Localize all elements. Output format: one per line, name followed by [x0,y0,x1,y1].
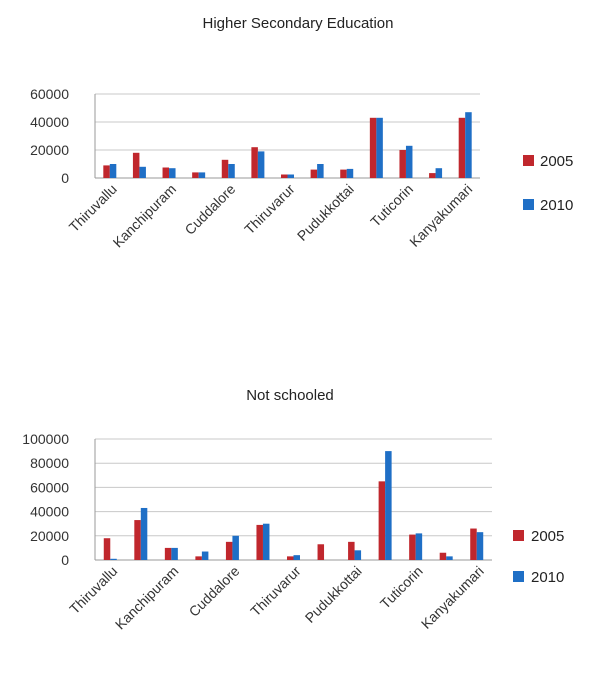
c2-bar-2010-2 [171,547,178,560]
c2-y-tick-label: 20000 [30,528,69,544]
c1-bar-2005-11 [429,173,436,178]
c1-bar-2010-1 [139,166,146,178]
c1-bar-2005-2 [162,167,170,178]
chart-not-schooled: Not schooled 0 20000 40000 60000 80000 100000… [22,387,564,632]
c1-category-label: Tuticorin [367,181,416,230]
c2-bar-2010-12 [476,532,484,560]
c2-bar-2005-5 [256,524,263,560]
c1-bar-2005-4 [221,159,229,178]
c2-bar-2010-0 [110,558,117,560]
c2-bar-2005-12 [470,528,477,560]
chart1-legend-label-2005: 2005 [540,153,573,170]
chart2-legend-label-2010: 2010 [531,569,564,586]
c1-bar-2005-5 [251,147,258,178]
c1-bar-2005-0 [103,165,110,178]
chart2-title: Not schooled [246,387,334,404]
c2-y-tick-label: 0 [61,552,69,568]
chart1-legend-label-2010: 2010 [540,197,573,214]
c1-bar-2010-5 [257,151,265,178]
c2-bar-2010-11 [446,556,453,560]
chart1-y-ticks: 0 20000 40000 60000 [30,86,69,186]
c1-bar-2005-6 [281,174,288,178]
c1-category-label: Kanchipuram [110,181,180,251]
c2-bar-2005-11 [439,552,447,560]
chart1-bars [103,112,472,178]
c2-bar-2005-2 [164,547,172,560]
c2-bar-2010-5 [262,523,270,560]
c2-category-label: Kanchipuram [112,563,182,633]
c2-bar-2010-9 [385,451,392,560]
c2-bar-2005-0 [103,538,111,560]
c2-bar-2010-4 [232,535,239,560]
c2-category-label: Pudukkottai [302,563,365,626]
c2-category-label: Thiruvallu [66,563,120,617]
c1-category-label: Thiruvallu [66,181,120,235]
c2-y-tick-label: 60000 [30,479,69,495]
c1-bar-2010-0 [109,164,117,178]
c1-category-label: Pudukkottai [294,181,357,244]
c2-bar-2005-8 [348,541,355,560]
c1-bar-2010-12 [465,112,472,178]
c2-bar-2010-8 [354,550,362,560]
chart1-title: Higher Secondary Education [203,15,394,32]
c2-bar-2005-6 [287,556,294,560]
c1-bar-2010-10 [405,145,413,178]
c1-bar-2005-10 [399,150,406,178]
c1-bar-2005-3 [192,172,199,178]
c2-y-tick-label: 40000 [30,504,69,520]
chart-higher-secondary: Higher Secondary Education 0 20000 40000 60… [30,15,573,250]
c2-category-label: Cuddalore [186,563,243,620]
c2-category-label: Thiruvarur [247,563,304,620]
chart1-legend-swatch-2005 [523,155,534,166]
c1-bar-2005-12 [458,117,466,178]
chart1-legend: 2005 2010 [523,153,573,214]
c1-y-tick-label: 40000 [30,114,69,130]
c1-bar-2010-3 [198,172,206,178]
c1-bar-2010-6 [287,174,294,178]
c1-bar-2010-8 [346,168,354,178]
chart2-legend: 2005 2010 [513,528,564,586]
c1-bar-2010-7 [317,164,324,178]
c1-category-label: Thiruvarur [241,181,298,238]
c1-bar-2010-2 [169,168,176,178]
c2-bar-2010-3 [201,551,209,560]
c2-bar-2005-7 [317,544,325,560]
c1-y-tick-label: 60000 [30,86,69,102]
c1-y-tick-label: 0 [61,170,69,186]
c2-category-label: Tuticorin [377,563,426,612]
c1-bar-2010-9 [376,117,383,178]
c2-category-label: Kanyakumari [418,563,487,632]
c2-bar-2005-1 [134,520,141,560]
c2-bar-2005-9 [378,481,386,560]
c2-bar-2005-4 [225,541,233,560]
c2-bar-2005-10 [409,534,416,560]
c2-bar-2005-3 [195,556,202,560]
c1-bar-2005-8 [340,169,347,178]
c1-category-label: Kanyakumari [406,181,475,250]
c1-bar-2010-11 [435,168,443,178]
c2-bar-2010-6 [293,555,300,560]
chart2-bars [103,451,484,560]
chart2-legend-swatch-2005 [513,530,524,541]
chart2-legend-label-2005: 2005 [531,528,564,545]
chart2-y-ticks: 0 20000 40000 60000 80000 100000 [22,431,69,568]
c1-bar-2005-1 [132,152,140,178]
c2-y-tick-label: 100000 [22,431,69,447]
c2-bar-2010-1 [140,507,148,560]
c1-bar-2005-9 [369,117,377,178]
c2-y-tick-label: 80000 [30,455,69,471]
c1-bar-2005-7 [310,169,318,178]
chart1-legend-swatch-2010 [523,199,534,210]
c1-y-tick-label: 20000 [30,142,69,158]
chart1-gridlines [94,93,480,179]
c1-category-label: Cuddalore [181,181,238,238]
c2-bar-2010-10 [415,533,423,560]
chart2-legend-swatch-2010 [513,571,524,582]
c1-bar-2010-4 [228,164,235,178]
chart2-gridlines [94,438,492,561]
